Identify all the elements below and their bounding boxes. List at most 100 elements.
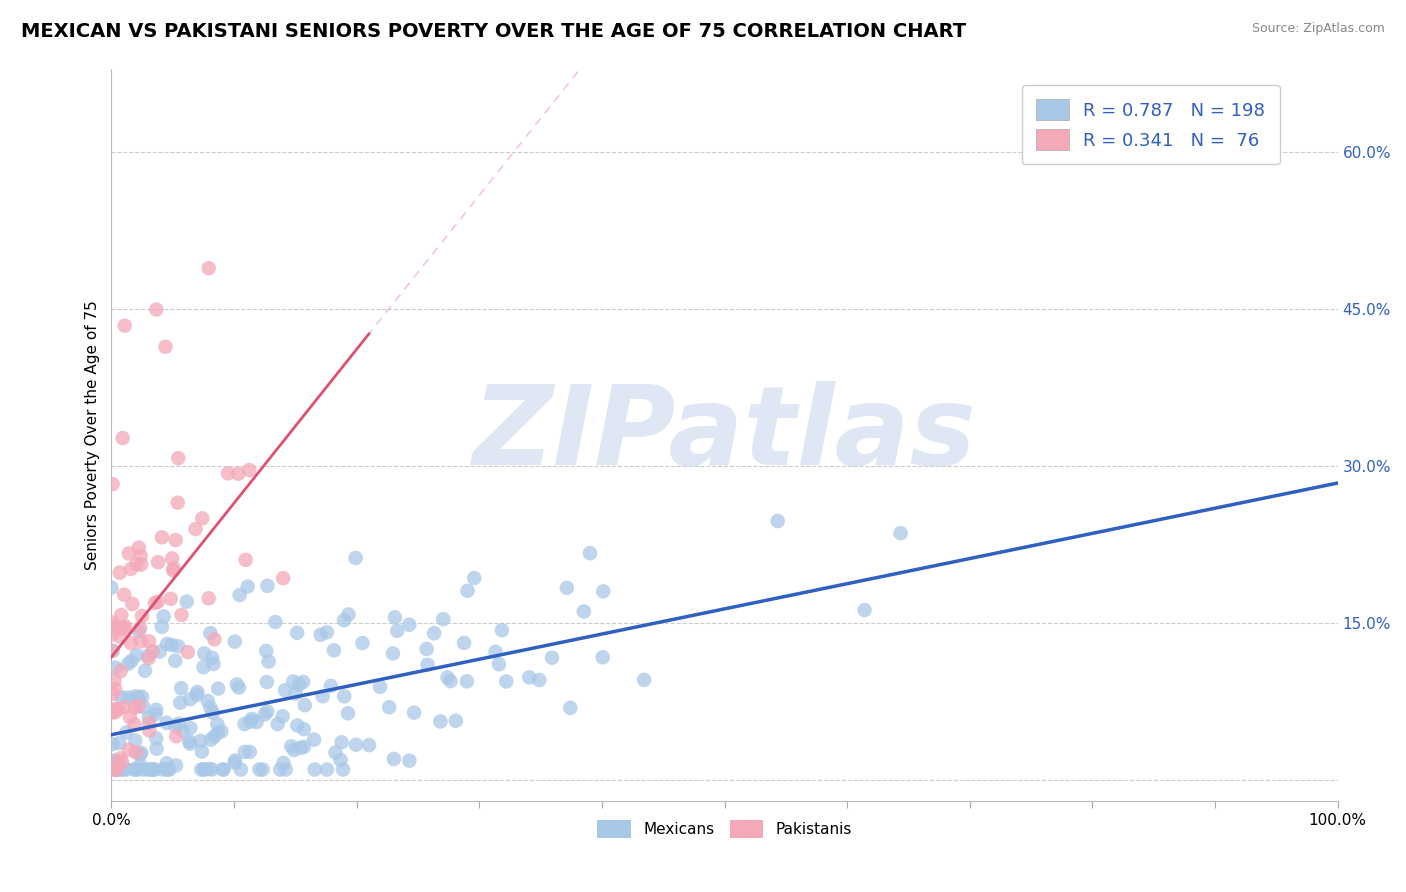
- Point: [167, 639, 190, 653]
- Point: [200, 626, 222, 640]
- Point: [160, 638, 183, 652]
- Point: [138, 716, 160, 731]
- Point: [122, 763, 145, 777]
- Point: [117, 657, 139, 671]
- Point: [165, 729, 187, 743]
- Point: [186, 685, 208, 699]
- Point: [288, 677, 311, 691]
- Point: [108, 630, 131, 644]
- Point: [294, 698, 316, 713]
- Point: [541, 650, 564, 665]
- Point: [131, 690, 153, 704]
- Point: [103, 702, 125, 716]
- Point: [204, 729, 226, 743]
- Point: [212, 763, 235, 777]
- Point: [104, 763, 127, 777]
- Point: [103, 687, 125, 701]
- Point: [236, 580, 259, 594]
- Point: [555, 581, 578, 595]
- Point: [453, 636, 475, 650]
- Point: [110, 763, 132, 777]
- Point: [114, 318, 136, 333]
- Point: [207, 725, 229, 739]
- Point: [112, 621, 135, 635]
- Point: [163, 561, 186, 575]
- Point: [457, 583, 479, 598]
- Point: [495, 674, 517, 689]
- Point: [228, 588, 250, 602]
- Point: [197, 261, 219, 276]
- Point: [103, 763, 125, 777]
- Point: [124, 700, 146, 714]
- Point: [224, 754, 246, 768]
- Point: [127, 690, 149, 704]
- Point: [302, 732, 325, 747]
- Point: [107, 763, 129, 777]
- Point: [131, 746, 153, 760]
- Point: [104, 761, 127, 775]
- Point: [416, 657, 439, 672]
- Point: [186, 688, 208, 702]
- Point: [128, 698, 150, 713]
- Point: [112, 700, 135, 714]
- Point: [240, 712, 263, 726]
- Point: [142, 763, 165, 777]
- Point: [127, 763, 149, 777]
- Point: [560, 701, 582, 715]
- Point: [145, 731, 167, 746]
- Point: [890, 526, 912, 541]
- Point: [212, 763, 235, 777]
- Point: [104, 763, 127, 777]
- Point: [155, 340, 177, 354]
- Point: [193, 647, 215, 661]
- Point: [129, 558, 152, 572]
- Point: [309, 628, 332, 642]
- Point: [432, 612, 454, 626]
- Point: [132, 763, 155, 777]
- Point: [191, 511, 214, 525]
- Point: [398, 754, 420, 768]
- Point: [378, 700, 401, 714]
- Point: [264, 615, 287, 629]
- Point: [108, 751, 131, 765]
- Point: [357, 738, 380, 752]
- Point: [157, 763, 180, 777]
- Legend: Mexicans, Pakistanis: Mexicans, Pakistanis: [591, 814, 858, 845]
- Point: [143, 596, 166, 610]
- Point: [853, 603, 876, 617]
- Point: [108, 763, 131, 777]
- Point: [184, 522, 207, 536]
- Point: [162, 563, 184, 577]
- Point: [463, 571, 485, 585]
- Point: [124, 690, 146, 704]
- Point: [149, 645, 172, 659]
- Point: [167, 451, 190, 466]
- Point: [233, 717, 256, 731]
- Point: [103, 756, 125, 770]
- Point: [201, 763, 224, 777]
- Point: [145, 302, 167, 317]
- Point: [429, 714, 451, 729]
- Point: [131, 609, 153, 624]
- Point: [146, 595, 169, 609]
- Point: [269, 763, 291, 777]
- Point: [108, 621, 131, 635]
- Point: [156, 763, 179, 777]
- Point: [152, 763, 174, 777]
- Point: [197, 591, 219, 606]
- Point: [177, 645, 200, 659]
- Point: [101, 619, 124, 633]
- Point: [118, 547, 141, 561]
- Point: [247, 763, 270, 777]
- Point: [150, 530, 173, 544]
- Point: [404, 706, 426, 720]
- Point: [190, 763, 212, 777]
- Point: [179, 734, 201, 748]
- Point: [387, 624, 409, 638]
- Point: [145, 703, 167, 717]
- Point: [319, 679, 342, 693]
- Point: [143, 763, 166, 777]
- Point: [120, 562, 142, 576]
- Point: [138, 710, 160, 724]
- Point: [165, 533, 187, 547]
